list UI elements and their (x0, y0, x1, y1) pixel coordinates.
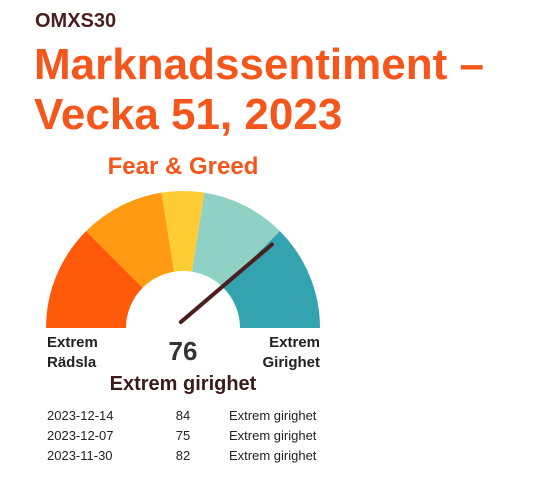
history-date: 2023-12-07 (47, 427, 114, 443)
history-row: 2023-12-14 84 Extrem girighet (47, 405, 316, 425)
gauge-band (223, 231, 320, 328)
history-label: Extrem girighet (229, 407, 317, 423)
history-date: 2023-11-30 (47, 447, 113, 463)
history-value: 84 (175, 407, 191, 423)
gauge-band (86, 192, 175, 288)
chart-title: Marknadssentiment – Vecka 51, 2023 (34, 40, 484, 139)
gauge-band (191, 192, 280, 288)
gauge-value: 76 (168, 336, 198, 366)
history-row: 2023-11-30 82 Extrem girighet (47, 445, 316, 465)
history-value: 75 (175, 427, 191, 443)
gauge-band (161, 191, 205, 272)
history-date: 2023-12-14 (47, 407, 114, 423)
gauge-band (46, 231, 143, 328)
history-label: Extrem girighet (229, 427, 317, 443)
history-table: 2023-12-14 84 Extrem girighet 2023-12-07 75 E… (47, 405, 316, 465)
history-value: 82 (175, 447, 191, 463)
history-label: Extrem girighet (229, 447, 317, 463)
max-label: Extrem Girighet (262, 334, 320, 371)
history-row: 2023-12-07 75 Extrem girighet (47, 425, 316, 445)
gauge-value-label: Extrem girighet (109, 373, 257, 395)
needle (178, 242, 274, 325)
min-label: Extrem Rädsla (47, 334, 98, 371)
chart-subtitle: Fear & Greed (107, 153, 259, 180)
kicker: OMXS30 (35, 10, 117, 32)
